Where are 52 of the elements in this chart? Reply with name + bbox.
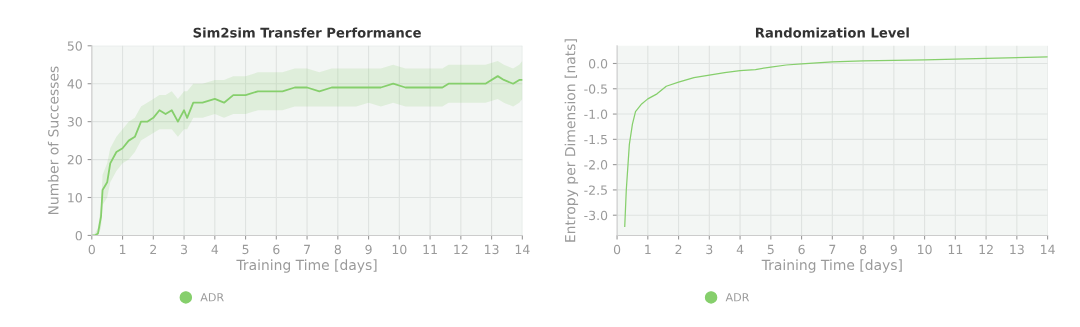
x-tick-label: 5 — [242, 244, 249, 255]
x-tick-label: 0 — [613, 244, 621, 255]
y-axis-title: Entropy per Dimension [nats] — [564, 39, 579, 242]
x-tick-label: 4 — [736, 244, 744, 254]
x-tick-label: 1 — [119, 244, 126, 254]
x-tick-label: 0 — [88, 244, 95, 255]
y-tick-label: 10 — [68, 192, 82, 203]
x-tick-label: 3 — [706, 244, 713, 255]
x-tick-label: 9 — [890, 244, 897, 255]
x-axis-title: Training Time [days] — [236, 259, 377, 273]
x-tick-label: 9 — [365, 244, 372, 255]
x-tick-label: 2 — [150, 244, 157, 254]
x-tick-label: 13 — [1010, 244, 1024, 255]
x-tick-label: 12 — [454, 244, 468, 254]
y-tick-label: -0.5 — [584, 84, 607, 94]
chart-title: Sim2sim Transfer Performance — [193, 27, 421, 38]
x-tick-label: 13 — [485, 244, 499, 255]
y-tick-label: -3.0 — [584, 210, 608, 221]
x-tick-label: 10 — [392, 244, 407, 255]
y-tick-label: 20 — [67, 155, 82, 165]
x-tick-label: 1 — [645, 244, 651, 254]
x-tick-label: 11 — [423, 244, 437, 254]
x-tick-label: 4 — [211, 244, 219, 254]
line-series — [624, 56, 1048, 227]
x-tick-label: 10 — [918, 244, 932, 255]
y-tick-label: 0.0 — [588, 58, 608, 69]
legend-label: ADR — [200, 293, 224, 302]
y-tick-label: 40 — [67, 79, 82, 89]
x-tick-label: 2 — [675, 244, 682, 254]
y-tick-label: -2.5 — [584, 185, 607, 195]
y-tick-label: -1.5 — [584, 134, 607, 145]
x-tick-label: 3 — [181, 244, 188, 255]
x-tick-label: 14 — [515, 244, 530, 254]
x-tick-label: 8 — [859, 244, 867, 255]
y-tick-label: 50 — [67, 41, 82, 51]
x-axis-title: Training Time [days] — [761, 259, 902, 273]
x-tick-label: 12 — [979, 244, 993, 254]
y-tick-label: 0 — [75, 230, 82, 241]
x-tick-label: 6 — [798, 244, 805, 255]
y-tick-label: -2.0 — [584, 160, 608, 170]
x-tick-label: 7 — [304, 244, 310, 254]
x-tick-label: 11 — [948, 244, 963, 254]
x-tick-label: 8 — [334, 244, 341, 255]
chart-title: Randomization Level — [755, 27, 909, 38]
y-tick-label: 30 — [67, 117, 82, 127]
legend-label: ADR — [725, 293, 750, 302]
y-axis-title: Number of Successes — [47, 66, 59, 215]
x-tick-label: 14 — [1041, 244, 1055, 254]
x-tick-label: 5 — [767, 244, 774, 255]
x-tick-label: 7 — [829, 244, 836, 254]
x-tick-label: 6 — [273, 244, 280, 255]
y-tick-label: -1.0 — [584, 109, 608, 119]
